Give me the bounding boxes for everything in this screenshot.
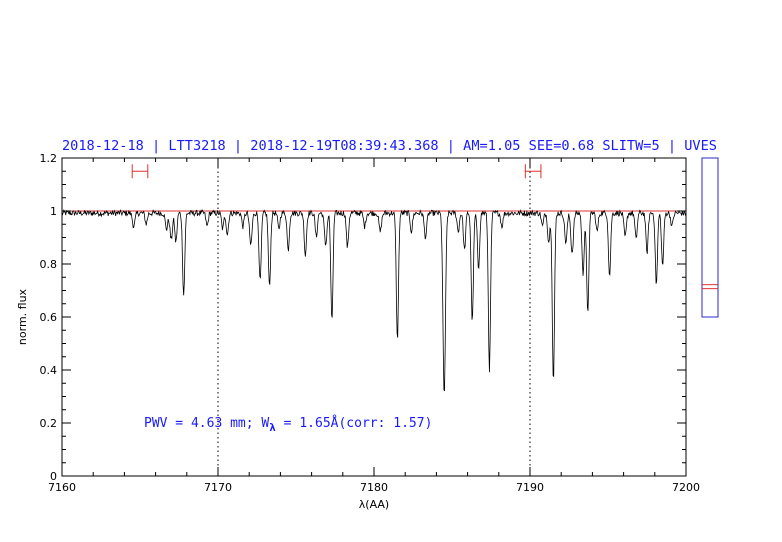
- pwv-annotation-subscript: λ: [269, 421, 276, 434]
- x-tick-label: 7190: [516, 481, 544, 494]
- x-tick-label: 7180: [360, 481, 388, 494]
- y-tick-label: 0: [50, 470, 57, 483]
- side-panel: [701, 157, 719, 318]
- y-tick-label: 1.2: [40, 152, 58, 165]
- y-tick-label: 0.8: [40, 258, 58, 271]
- y-axis-title: norm. flux: [16, 288, 29, 345]
- y-tick-label: 0.6: [40, 311, 58, 324]
- pwv-annotation-prefix: PWV = 4.63 mm; W: [144, 416, 269, 431]
- x-axis-title: λ(AA): [359, 498, 389, 511]
- markers-layer: [62, 158, 686, 476]
- y-tick-label: 1: [50, 205, 57, 218]
- x-tick-label: 7160: [48, 481, 76, 494]
- x-tick-label: 7170: [204, 481, 232, 494]
- spectrum-line: [61, 208, 687, 392]
- x-tick-label: 7200: [672, 481, 700, 494]
- side-panel-box: [701, 157, 719, 318]
- y-tick-label: 0.4: [40, 364, 58, 377]
- pwv-annotation: PWV = 4.63 mm; Wλ = 1.65Å(corr: 1.57): [144, 415, 432, 434]
- y-tick-label: 0.2: [40, 417, 58, 430]
- chart-title: 2018-12-18 | LTT3218 | 2018-12-19T08:39:…: [62, 139, 717, 154]
- spectrum-layer: [61, 208, 687, 392]
- axes-layer: 7160 7170 7180 7190 7200 0 0.2 0.4 0.6 0.8 1 1.2: [40, 152, 701, 494]
- pwv-annotation-suffix: = 1.65Å(corr: 1.57): [276, 415, 433, 431]
